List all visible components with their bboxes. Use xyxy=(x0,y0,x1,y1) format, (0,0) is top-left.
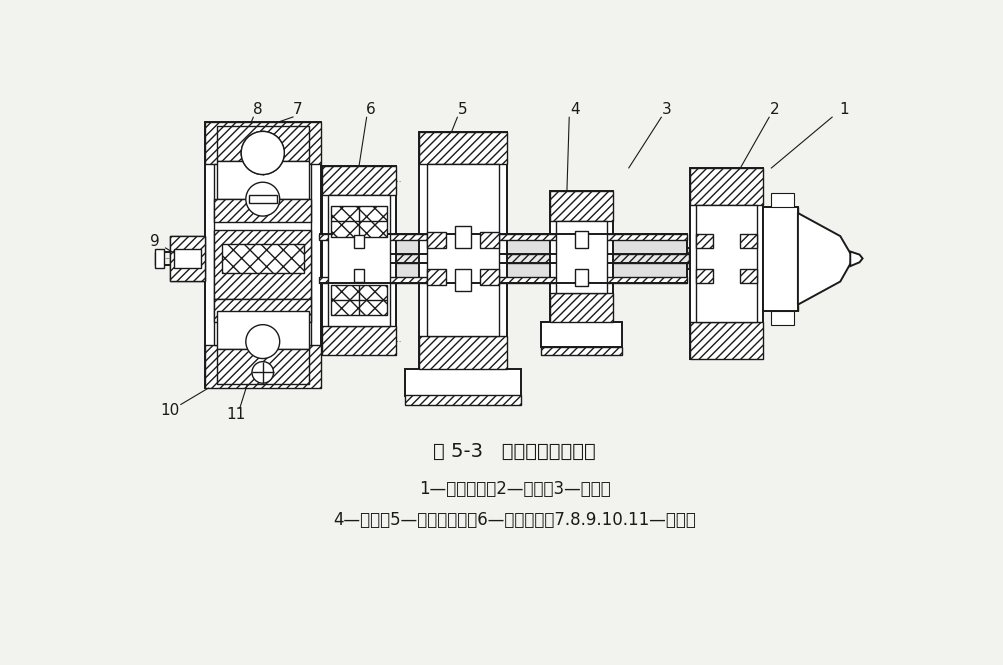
Text: 11: 11 xyxy=(226,407,245,422)
Polygon shape xyxy=(850,251,862,266)
Bar xyxy=(405,396,521,405)
Bar xyxy=(319,234,686,240)
Bar xyxy=(214,299,311,323)
Bar xyxy=(689,168,762,358)
Circle shape xyxy=(241,132,284,174)
Bar xyxy=(550,192,613,221)
Bar xyxy=(541,323,622,347)
Bar xyxy=(353,269,364,281)
Bar xyxy=(217,161,309,199)
Bar xyxy=(770,311,793,325)
Bar xyxy=(550,293,613,323)
Bar xyxy=(479,269,498,285)
Bar xyxy=(426,164,498,336)
Text: 4: 4 xyxy=(570,102,579,116)
Circle shape xyxy=(252,362,273,383)
Bar xyxy=(689,168,762,205)
Bar xyxy=(217,126,309,161)
Bar xyxy=(405,368,521,396)
Bar xyxy=(331,285,386,315)
Bar xyxy=(418,336,507,368)
Circle shape xyxy=(246,325,280,358)
Bar xyxy=(217,311,309,349)
Bar xyxy=(695,205,756,322)
Bar xyxy=(205,345,320,388)
Bar xyxy=(695,269,712,283)
Text: 7: 7 xyxy=(292,102,302,116)
Bar xyxy=(556,221,607,293)
Bar xyxy=(171,236,205,281)
Bar xyxy=(479,232,498,247)
Bar xyxy=(418,132,507,164)
Bar xyxy=(426,269,445,285)
Bar xyxy=(331,206,386,237)
Bar xyxy=(322,166,395,356)
Bar xyxy=(205,122,320,164)
Text: 1—镗杆支座；2—镗杆；3—丝杠；: 1—镗杆支座；2—镗杆；3—丝杠； xyxy=(418,480,610,499)
Bar xyxy=(770,193,793,207)
Polygon shape xyxy=(797,213,853,305)
Bar xyxy=(171,236,205,281)
Text: 10: 10 xyxy=(160,404,180,418)
Bar xyxy=(322,327,395,356)
Circle shape xyxy=(246,182,280,216)
Bar xyxy=(322,166,395,196)
Bar xyxy=(319,234,686,283)
Bar xyxy=(154,249,164,268)
Text: 3: 3 xyxy=(661,102,671,116)
Bar xyxy=(454,269,470,291)
Bar xyxy=(739,269,756,283)
Bar xyxy=(739,234,756,247)
Text: 图 5-3   简易差动镗缸装置: 图 5-3 简易差动镗缸装置 xyxy=(432,442,596,460)
Bar xyxy=(328,254,688,263)
Text: 8: 8 xyxy=(253,102,262,116)
Bar xyxy=(209,247,758,269)
Bar xyxy=(541,347,622,354)
Bar xyxy=(426,232,445,247)
Bar xyxy=(222,244,303,273)
Bar xyxy=(353,235,364,247)
Bar xyxy=(214,164,311,345)
Bar xyxy=(689,322,762,358)
Bar xyxy=(214,199,311,222)
Text: 6: 6 xyxy=(365,102,375,116)
Bar xyxy=(249,196,277,203)
Bar xyxy=(205,122,320,388)
Bar xyxy=(209,247,758,269)
Bar xyxy=(319,277,686,283)
Bar xyxy=(550,192,613,323)
Bar xyxy=(575,231,587,247)
Bar xyxy=(695,234,712,247)
Text: 9: 9 xyxy=(149,234,159,249)
Bar xyxy=(175,249,201,268)
Bar xyxy=(214,230,311,299)
Bar xyxy=(575,269,587,286)
Bar xyxy=(418,132,507,368)
Bar xyxy=(762,207,797,311)
Text: 4—刀架；5—镗床尾座架；6—齿轮支架；7.8.9.10.11—齿轮。: 4—刀架；5—镗床尾座架；6—齿轮支架；7.8.9.10.11—齿轮。 xyxy=(333,511,695,529)
Circle shape xyxy=(241,132,284,174)
Circle shape xyxy=(257,147,269,159)
Text: 5: 5 xyxy=(457,102,467,116)
Text: 1: 1 xyxy=(839,102,849,116)
Bar xyxy=(217,349,309,384)
Bar xyxy=(454,226,470,247)
Text: 2: 2 xyxy=(769,102,779,116)
Bar xyxy=(328,196,389,327)
